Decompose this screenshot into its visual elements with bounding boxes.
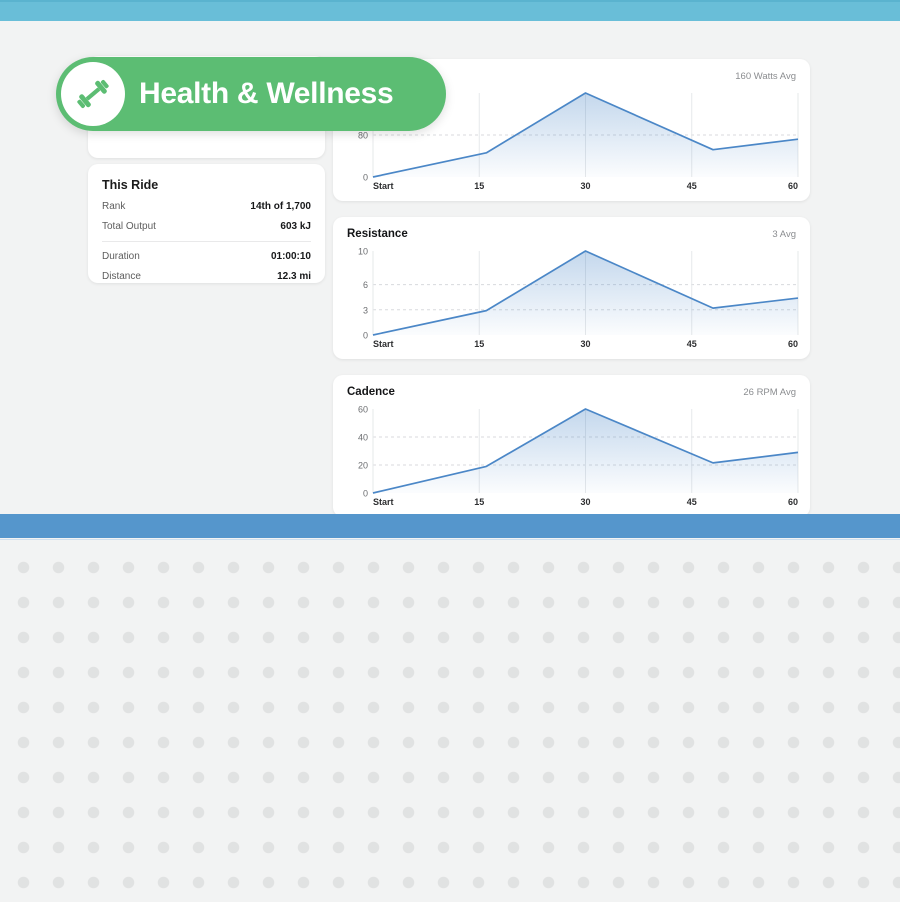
svg-text:30: 30 bbox=[580, 497, 590, 507]
top-color-band bbox=[0, 0, 900, 21]
svg-text:60: 60 bbox=[788, 339, 798, 349]
middle-color-band bbox=[0, 514, 900, 541]
ride-stat-label: Total Output bbox=[102, 221, 156, 232]
chart-average: 26 RPM Avg bbox=[743, 387, 796, 398]
svg-text:0: 0 bbox=[363, 331, 368, 341]
svg-text:20: 20 bbox=[358, 461, 368, 471]
this-ride-panel: This Ride Rank 14th of 1,700 Total Outpu… bbox=[88, 164, 325, 283]
svg-text:45: 45 bbox=[687, 339, 697, 349]
badge-label: Health & Wellness bbox=[139, 77, 394, 110]
chart-plot-output: 080160Start15304560 bbox=[347, 89, 802, 193]
svg-text:15: 15 bbox=[474, 339, 484, 349]
dot-pattern-overlay bbox=[0, 540, 900, 902]
chart-header: Resistance 3 Avg bbox=[347, 228, 796, 240]
svg-text:60: 60 bbox=[788, 497, 798, 507]
health-and-wellness-badge: Health & Wellness bbox=[56, 57, 446, 131]
svg-text:0: 0 bbox=[363, 489, 368, 499]
chart-average: 3 Avg bbox=[772, 229, 796, 240]
svg-text:60: 60 bbox=[358, 405, 368, 415]
ride-stat-value: 603 kJ bbox=[280, 221, 311, 232]
ride-stat-value: 12.3 mi bbox=[277, 271, 311, 282]
ride-stat-row: Duration 01:00:10 bbox=[102, 251, 311, 262]
svg-text:45: 45 bbox=[687, 497, 697, 507]
chart-card-cadence: Cadence 26 RPM Avg 0 20 40 60 Start 15 30 45 60 bbox=[333, 375, 810, 517]
svg-text:0: 0 bbox=[363, 173, 368, 183]
badge-icon-circle bbox=[61, 62, 125, 126]
ride-divider bbox=[102, 241, 311, 242]
chart-title: Cadence bbox=[347, 386, 395, 398]
svg-text:15: 15 bbox=[474, 497, 484, 507]
chart-plot-resistance: 0 3 6 10 Start 15 30 45 60 bbox=[347, 247, 802, 351]
svg-text:Start: Start bbox=[373, 181, 394, 191]
svg-text:Start: Start bbox=[373, 339, 394, 349]
svg-text:45: 45 bbox=[687, 181, 697, 191]
ride-stat-row: Total Output 603 kJ bbox=[102, 221, 311, 232]
svg-text:Start: Start bbox=[373, 497, 394, 507]
svg-text:3: 3 bbox=[363, 305, 368, 315]
ride-stat-value: 01:00:10 bbox=[270, 251, 311, 262]
svg-text:60: 60 bbox=[788, 181, 798, 191]
svg-text:30: 30 bbox=[580, 181, 590, 191]
ride-stat-row: Distance 12.3 mi bbox=[102, 271, 311, 282]
chart-card-resistance: Resistance 3 Avg 0 3 6 10 Start 15 30 45 60 bbox=[333, 217, 810, 359]
ride-stat-label: Rank bbox=[102, 201, 126, 212]
svg-text:6: 6 bbox=[363, 280, 368, 290]
chart-plot-cadence: 0 20 40 60 Start 15 30 45 60 bbox=[347, 405, 802, 509]
svg-text:80: 80 bbox=[358, 131, 368, 141]
ride-stat-label: Duration bbox=[102, 251, 140, 262]
chart-title: Resistance bbox=[347, 228, 408, 240]
svg-text:10: 10 bbox=[358, 247, 368, 257]
svg-text:30: 30 bbox=[580, 339, 590, 349]
ride-stat-label: Distance bbox=[102, 271, 141, 282]
ride-stat-row: Rank 14th of 1,700 bbox=[102, 201, 311, 212]
dumbbell-icon bbox=[77, 79, 109, 109]
this-ride-title: This Ride bbox=[102, 178, 159, 192]
chart-average: 160 Watts Avg bbox=[735, 71, 796, 82]
svg-text:40: 40 bbox=[358, 433, 368, 443]
svg-text:15: 15 bbox=[474, 181, 484, 191]
bottom-section: 12K Today @ 3:34 pm Stairclimber 60 Ashl… bbox=[0, 540, 900, 902]
ride-stat-value: 14th of 1,700 bbox=[250, 201, 311, 212]
chart-header: Cadence 26 RPM Avg bbox=[347, 386, 796, 398]
